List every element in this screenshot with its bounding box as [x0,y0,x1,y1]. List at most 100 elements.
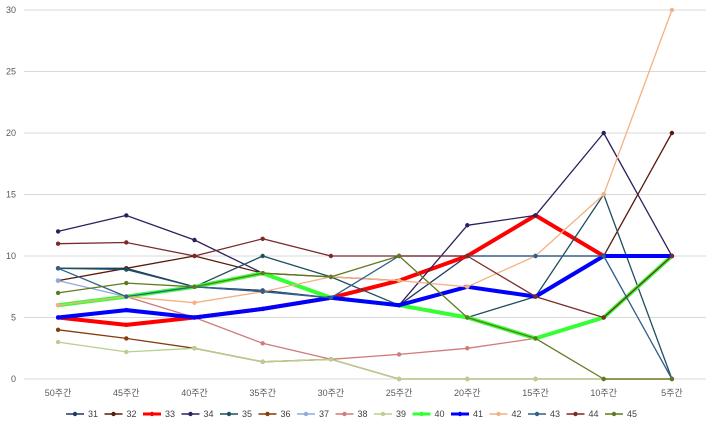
data-point [260,359,265,364]
x-tick-label: 15주간 [522,388,549,398]
legend-item: 34 [181,409,214,419]
data-point [601,192,606,197]
series-34 [55,130,675,308]
data-point [396,376,402,382]
series-39 [55,339,675,382]
data-point [465,315,470,320]
data-point [55,303,61,308]
data-point [55,266,61,271]
data-point [328,295,334,301]
data-point [260,253,265,259]
y-tick-label: 5 [11,313,16,323]
data-point [465,284,470,289]
series-45 [55,253,675,382]
legend-label: 43 [550,409,560,419]
legend-item: 40 [412,409,445,419]
legend-item: 41 [451,409,483,419]
data-point [192,237,197,243]
series-line [57,193,673,380]
legend-item: 43 [528,409,560,419]
series-line [57,132,673,282]
data-point [669,7,675,13]
data-point [260,289,265,294]
legend-label: 37 [319,409,329,419]
data-point [124,240,129,245]
legend-marker [188,411,193,417]
legend-label: 44 [589,409,599,419]
data-point [192,315,197,320]
data-point [260,236,265,241]
x-tick-label: 40주간 [181,388,208,398]
legend-item: 32 [104,409,137,419]
legend-marker [342,411,347,417]
legend-item: 44 [566,409,599,419]
legend-marker [149,411,155,417]
data-point [533,253,538,259]
x-tick-label: 50주간 [45,388,72,398]
data-point [396,253,402,259]
data-point [124,267,129,272]
y-tick-label: 25 [6,67,16,77]
data-point [465,223,470,228]
data-point [669,376,675,382]
series-32 [55,130,675,283]
data-point [55,278,61,283]
x-tick-label: 45주간 [113,388,140,398]
legend-marker [303,411,309,417]
x-tick-label: 10주간 [590,388,617,398]
data-point [465,346,470,351]
legend-marker [380,411,386,417]
data-point [396,352,402,357]
legend-marker [611,411,617,417]
y-axis-ticks: 0 5 10 15 20 25 30 [6,5,16,384]
legend-marker [457,411,463,417]
legend-marker [496,411,501,417]
data-point [601,315,606,320]
data-point [260,271,265,276]
legend-item: 37 [297,409,329,419]
series-line [57,9,673,306]
series-44 [55,236,675,320]
data-point [124,307,129,313]
legend-item: 42 [489,409,522,419]
series-line [57,341,673,380]
data-point [601,130,606,136]
x-tick-label: 30주간 [318,388,345,398]
data-point [55,229,61,234]
data-point [192,253,197,259]
data-point [192,300,197,305]
data-point [55,290,61,296]
legend-marker [419,411,424,417]
legend-label: 41 [473,409,483,419]
legend-item: 38 [335,409,368,419]
data-point [55,339,61,345]
data-point [601,376,606,382]
legend-item: 36 [258,409,291,419]
data-point [55,241,61,246]
data-point [328,357,334,362]
data-point [465,376,470,382]
legend-marker [573,411,578,417]
legend-marker [265,411,270,417]
data-point [124,322,129,328]
data-point [328,274,334,280]
legend-item: 33 [143,409,175,419]
data-point [396,303,402,308]
legend-marker [72,411,78,417]
y-tick-label: 30 [6,5,16,15]
legend-marker [226,411,232,417]
data-point [669,253,675,259]
data-point [669,130,675,136]
series-35 [55,192,675,382]
x-tick-label: 25주간 [386,388,413,398]
data-point [260,306,265,312]
series-line [56,213,674,327]
data-point [55,327,61,332]
data-point [124,336,129,341]
data-point [533,376,538,382]
legend-item: 39 [374,409,406,419]
series-line [57,255,673,380]
x-tick-label: 35주간 [249,388,276,398]
data-point [396,278,402,283]
